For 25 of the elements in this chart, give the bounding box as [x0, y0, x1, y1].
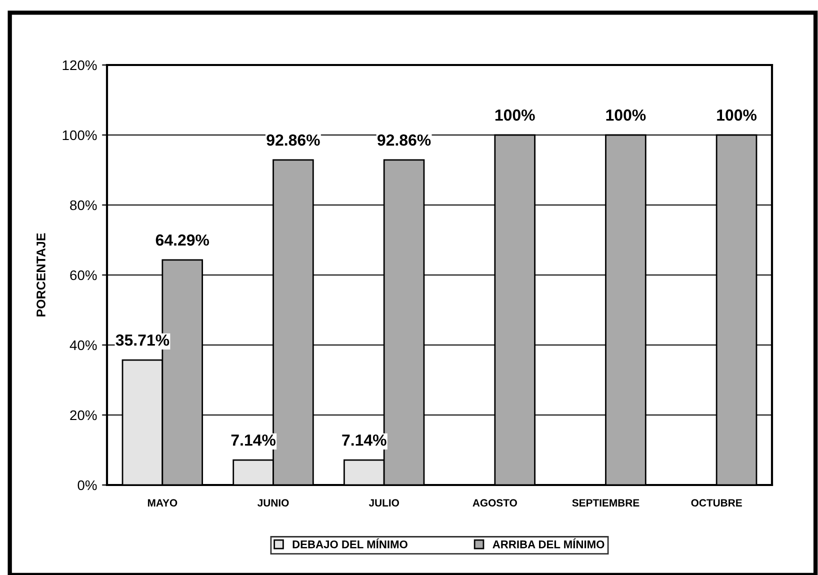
y-tick-label: 80%	[70, 200, 97, 210]
data-label: 100%	[717, 109, 757, 121]
x-tick-label: OCTUBRE	[691, 499, 742, 507]
x-tick-label: JULIO	[368, 499, 399, 507]
x-tick-label: JUNIO	[257, 499, 289, 507]
data-label: 7.14%	[342, 434, 386, 446]
x-tick-label: MAYO	[148, 499, 178, 507]
data-label: 92.86%	[266, 134, 320, 146]
y-tick-label: 60%	[70, 270, 97, 280]
legend-label: DEBAJO DEL MÍNIMO	[292, 538, 408, 548]
y-tick-label: 120%	[62, 60, 97, 70]
y-tick-label: 100%	[62, 130, 97, 140]
legend-label: ARRIBA DEL MÍNIMO	[492, 538, 604, 548]
y-tick-label: 40%	[70, 340, 97, 350]
data-label: 64.29%	[156, 234, 210, 246]
x-tick-label: AGOSTO	[472, 499, 517, 507]
x-tick-label: SEPTIEMBRE	[572, 499, 640, 507]
data-label: 92.86%	[378, 134, 431, 146]
data-label: 35.71%	[116, 334, 170, 346]
y-tick-label: 0%	[78, 480, 97, 490]
y-axis-title: PORCENTAJE	[36, 233, 46, 316]
data-label: 100%	[495, 109, 535, 121]
data-label: 100%	[606, 109, 646, 121]
y-tick-label: 20%	[70, 410, 97, 420]
data-label: 7.14%	[231, 434, 276, 446]
